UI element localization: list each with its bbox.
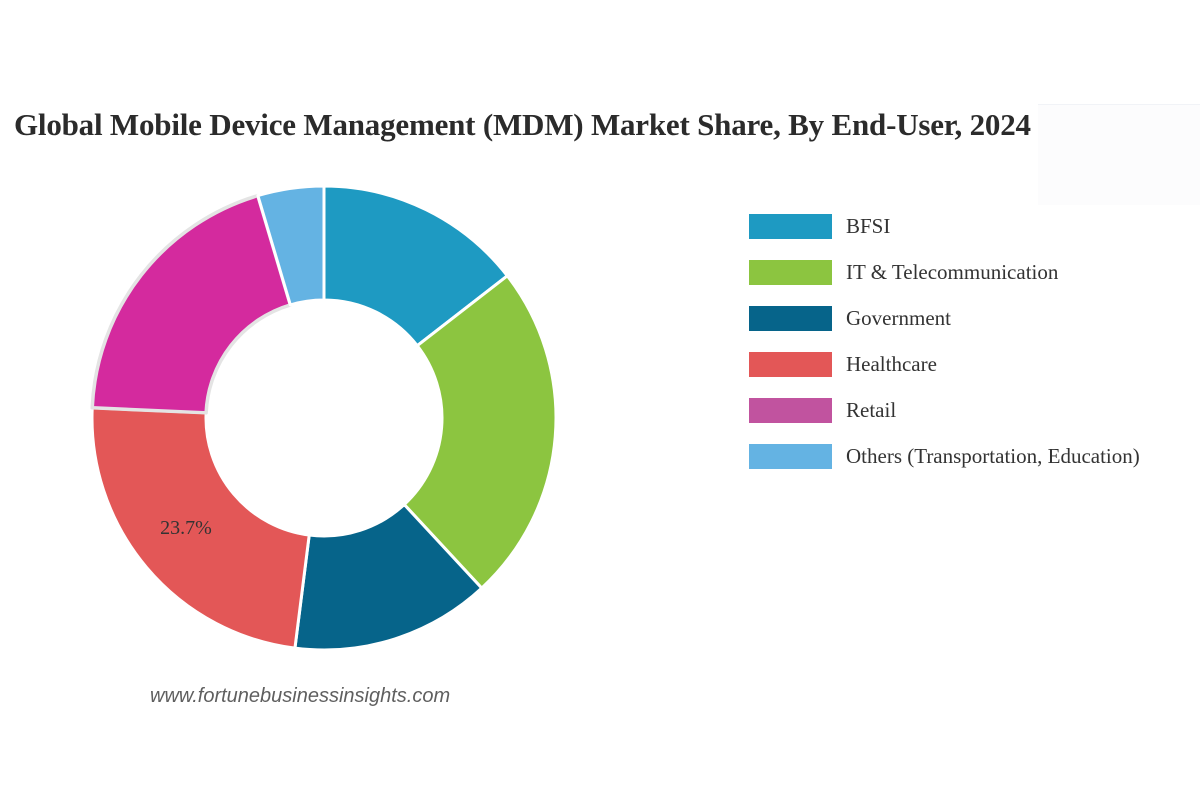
legend-label: Retail	[846, 397, 897, 422]
legend-label: Healthcare	[846, 351, 937, 376]
donut-slice-retail[interactable]	[90, 193, 293, 415]
donut-slice-it-telecommunication[interactable]	[402, 274, 558, 590]
legend-swatch-it-telecom	[749, 259, 832, 285]
legend-item-retail[interactable]: Retail	[749, 387, 1140, 433]
corner-background-panel	[1038, 104, 1200, 205]
legend-swatch-retail	[749, 397, 832, 423]
legend-label: BFSI	[846, 213, 891, 238]
donut-slice-healthcare[interactable]	[90, 406, 311, 650]
legend-item-government[interactable]: Government	[749, 295, 1140, 341]
legend-swatch-government	[749, 305, 832, 331]
donut-slices	[90, 184, 558, 652]
source-url: www.fortunebusinessinsights.com	[150, 685, 451, 707]
chart-title: Global Mobile Device Management (MDM) Ma…	[14, 107, 1031, 142]
chart-legend: BFSI IT & Telecommunication Government H…	[749, 203, 1140, 479]
legend-swatch-others	[749, 443, 832, 469]
donut-slice-others-transportation-education[interactable]	[256, 184, 326, 307]
legend-item-others[interactable]: Others (Transportation, Education)	[749, 433, 1140, 479]
legend-swatch-bfsi	[749, 213, 832, 239]
legend-swatch-healthcare	[749, 351, 832, 377]
legend-item-healthcare[interactable]: Healthcare	[749, 341, 1140, 387]
legend-item-it-telecom[interactable]: IT & Telecommunication	[749, 249, 1140, 295]
legend-label: Others (Transportation, Education)	[846, 443, 1140, 468]
donut-slice-bfsi[interactable]	[322, 184, 509, 348]
legend-label: IT & Telecommunication	[846, 259, 1059, 284]
legend-item-bfsi[interactable]: BFSI	[749, 203, 1140, 249]
legend-label: Government	[846, 305, 951, 330]
healthcare-percentage-label: 23.7%	[160, 517, 212, 539]
